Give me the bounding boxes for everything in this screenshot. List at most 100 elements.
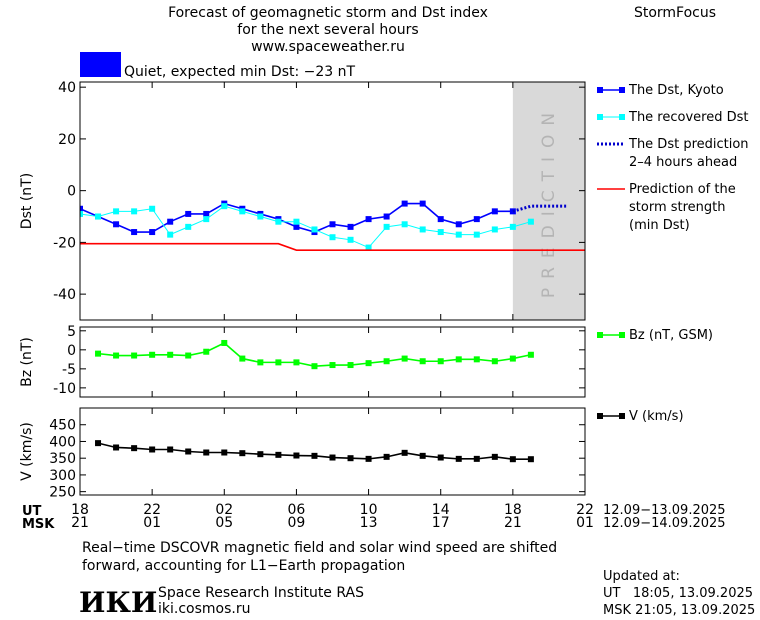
x-tick-label: 02	[215, 502, 233, 518]
x-tick-label-msk: 09	[288, 515, 306, 531]
point	[131, 445, 138, 452]
y-axis-label: Bz (nT)	[19, 337, 35, 387]
point	[509, 456, 516, 463]
y-tick-label: 0	[67, 343, 76, 359]
y-tick-label: 450	[49, 418, 76, 434]
point	[365, 244, 372, 251]
point	[419, 226, 426, 233]
point	[383, 453, 390, 460]
x-tick-label-msk: 21	[71, 515, 89, 531]
y-axis-label: Dst (nT)	[19, 173, 35, 229]
title-line: for the next several hours	[237, 22, 418, 38]
point	[347, 223, 354, 230]
x-tick-label-msk: 21	[504, 515, 522, 531]
point	[185, 210, 192, 217]
point	[167, 218, 174, 225]
point	[167, 446, 174, 453]
legend-marker	[619, 332, 625, 338]
status-box	[80, 52, 121, 77]
ut-range: 12.09−13.09.2025	[603, 503, 726, 518]
point	[491, 226, 498, 233]
msk-label: MSK	[22, 517, 55, 532]
point	[455, 221, 462, 228]
point	[455, 231, 462, 238]
point	[275, 359, 282, 366]
x-tick-label-msk: 05	[215, 515, 233, 531]
y-tick-label: -10	[53, 381, 76, 397]
x-tick-label: 10	[360, 502, 378, 518]
point	[257, 359, 264, 366]
point	[80, 210, 83, 217]
y-tick-label: 0	[67, 184, 76, 200]
point	[221, 449, 228, 456]
x-tick-label: 22	[576, 502, 594, 518]
title-line: www.spaceweather.ru	[251, 39, 405, 55]
point	[347, 236, 354, 243]
point	[527, 456, 534, 463]
point	[221, 339, 228, 346]
legend-label: (min Dst)	[629, 218, 690, 233]
point	[329, 454, 336, 461]
x-tick-label-msk: 17	[432, 515, 450, 531]
x-tick-label: 18	[71, 502, 89, 518]
point	[113, 352, 120, 359]
legend-marker	[619, 87, 625, 93]
point	[365, 360, 372, 367]
point	[383, 223, 390, 230]
point	[473, 455, 480, 462]
series-line	[512, 204, 567, 213]
point	[329, 234, 336, 241]
legend-label: The Dst, Kyoto	[628, 83, 724, 98]
updated-line: MSK 21:05, 13.09.2025	[603, 603, 755, 618]
url: iki.cosmos.ru	[158, 601, 250, 617]
point	[149, 446, 156, 453]
point	[383, 358, 390, 365]
point	[491, 358, 498, 365]
y-tick-label: 350	[49, 451, 76, 467]
point	[293, 218, 300, 225]
point	[455, 455, 462, 462]
point	[437, 358, 444, 365]
point	[149, 351, 156, 358]
x-tick-label: 06	[288, 502, 306, 518]
point	[419, 358, 426, 365]
x-tick-label-msk: 13	[360, 515, 378, 531]
point	[80, 205, 83, 212]
y-tick-label: -40	[53, 287, 76, 303]
point	[473, 356, 480, 363]
point	[347, 362, 354, 369]
point	[203, 449, 210, 456]
point	[509, 355, 516, 362]
point	[347, 455, 354, 462]
legend-label: Prediction of the	[629, 182, 736, 197]
y-tick-label: 250	[49, 485, 76, 501]
legend-marker	[597, 87, 603, 93]
point	[113, 444, 120, 451]
y-tick-label: 300	[49, 468, 76, 484]
point	[329, 221, 336, 228]
point	[311, 363, 318, 370]
point	[239, 450, 246, 457]
x-tick-label-msk: 01	[576, 515, 594, 531]
y-tick-label: 40	[58, 80, 76, 96]
point	[365, 216, 372, 223]
point	[239, 355, 246, 362]
y-tick-label: -20	[53, 235, 76, 251]
brand: StormFocus	[634, 5, 716, 21]
point	[311, 226, 318, 233]
point	[293, 223, 300, 230]
point	[149, 229, 156, 236]
updated-line: UT 18:05, 13.09.2025	[603, 586, 753, 601]
x-tick-label: 22	[143, 502, 161, 518]
prediction-label: PREDICTION	[539, 104, 559, 298]
point	[437, 454, 444, 461]
status-text: Quiet, expected min Dst: −23 nT	[124, 64, 356, 80]
point	[95, 213, 102, 220]
point	[401, 355, 408, 362]
point	[527, 218, 534, 225]
y-tick-label: 400	[49, 434, 76, 450]
point	[491, 208, 498, 215]
point	[527, 351, 534, 358]
point	[185, 352, 192, 359]
point	[293, 452, 300, 459]
